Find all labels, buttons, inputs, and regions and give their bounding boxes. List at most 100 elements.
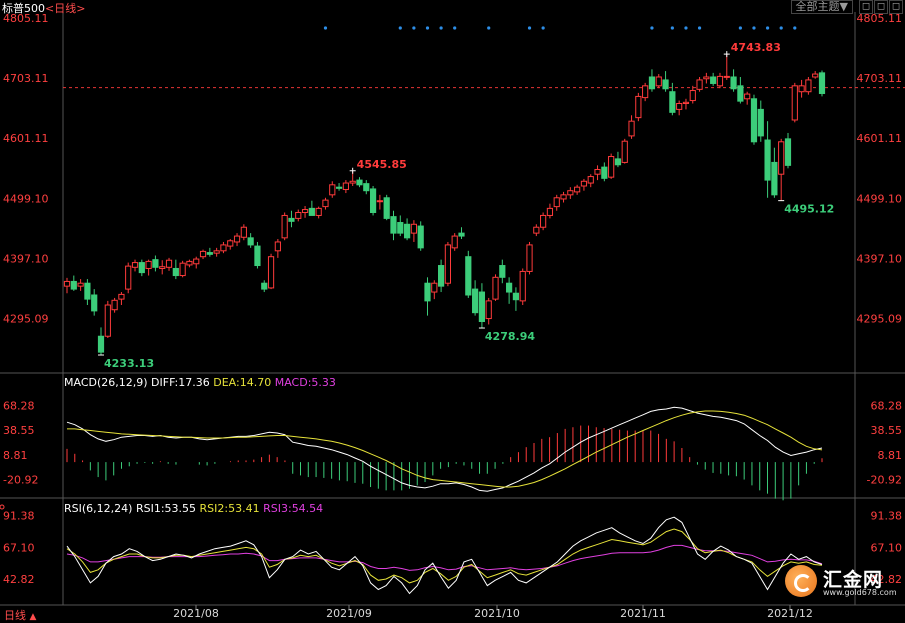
macd-title: MACD(26,12,9) xyxy=(64,376,148,389)
candle-body xyxy=(744,93,751,100)
candle-body xyxy=(125,265,132,290)
macd-legend: MACD(26,12,9) DIFF:17.36 DEA:14.70 MACD:… xyxy=(64,376,336,389)
price-annotation: 4495.12 xyxy=(784,203,834,216)
candlestick-panel: 4805.11 4805.11 4703.11 4703.11 4601.11 4601.… xyxy=(3,12,905,356)
candle-body xyxy=(451,235,458,249)
candle-body xyxy=(608,156,615,178)
candle-body xyxy=(635,95,642,119)
candle-body xyxy=(764,139,771,181)
candle-body xyxy=(465,256,472,296)
macd-legend-name: DIFF: xyxy=(148,376,179,389)
price-tick-left: 4703.11 xyxy=(3,72,49,85)
candle-body xyxy=(220,244,227,252)
candle-body xyxy=(791,85,798,121)
candle-body xyxy=(424,282,431,302)
rsi-legend-value: 53.55 xyxy=(165,502,197,515)
candle-body xyxy=(567,190,574,196)
candle-body xyxy=(499,265,506,278)
price-tick-right: 4499.10 xyxy=(857,192,903,205)
candle-body xyxy=(519,270,526,302)
candle-body xyxy=(342,182,349,191)
x-tick-label: 2021/10 xyxy=(474,607,520,620)
candle-body xyxy=(458,232,465,237)
price-tick-left: 4499.10 xyxy=(3,192,49,205)
period-switch-arrow-icon: ▲ xyxy=(29,612,37,622)
candle-body xyxy=(805,79,812,93)
candle-body xyxy=(492,276,499,300)
panel-marker-icon xyxy=(0,504,5,510)
candle-body xyxy=(179,262,186,277)
signal-dot xyxy=(398,26,402,30)
candle-body xyxy=(111,299,118,311)
signal-dot xyxy=(527,26,532,30)
macd-legend-name: DEA: xyxy=(210,376,240,389)
candle-body xyxy=(199,250,207,258)
candle-body xyxy=(560,194,567,200)
theme-dropdown[interactable]: 全部主题▼ xyxy=(790,0,853,14)
rsi-tick-left: 67.10 xyxy=(3,541,35,554)
candle-body xyxy=(737,85,744,102)
signal-dot xyxy=(684,26,688,30)
price-annotation: 4278.94 xyxy=(485,330,535,343)
candle-body xyxy=(240,226,247,238)
price-annotation: 4545.85 xyxy=(357,158,407,171)
signal-dot xyxy=(752,26,756,30)
macd-panel: 68.28 68.28 38.55 38.55 8.81 8.81 -20.92 -20.92… xyxy=(3,376,903,501)
candle-body xyxy=(267,256,275,289)
price-annotation: 4743.83 xyxy=(731,41,781,54)
window-icon[interactable]: ◻ xyxy=(859,0,873,14)
macd-tick-right: -20.92 xyxy=(867,473,902,486)
candle-body xyxy=(390,216,397,234)
candle-body xyxy=(301,209,309,214)
candle-body xyxy=(437,265,445,287)
candle-body xyxy=(662,79,669,90)
period-label[interactable]: <日线> xyxy=(45,2,86,15)
rsi1-line xyxy=(66,516,823,595)
candle-body xyxy=(193,258,200,265)
signal-dot xyxy=(697,26,702,30)
rsi-legend-name: RSI3: xyxy=(260,502,292,515)
macd-legend-value: 14.70 xyxy=(240,376,272,389)
candle-body xyxy=(546,207,554,216)
rsi-legend-value: 53.41 xyxy=(228,502,260,515)
brand-url: www.gold678.com xyxy=(823,588,897,597)
candle-body xyxy=(587,176,594,184)
signal-dot xyxy=(670,26,674,30)
candle-body xyxy=(363,183,370,192)
macd-legend-value: 17.36 xyxy=(178,376,210,389)
candle-body xyxy=(308,207,315,216)
candle-body xyxy=(512,292,520,301)
candle-body xyxy=(730,76,737,90)
x-axis: 2021/08 2021/09 2021/10 2021/11 2021/12 xyxy=(173,605,813,620)
candle-body xyxy=(478,291,486,323)
candle-body xyxy=(152,259,159,268)
rsi-tick-right: 91.38 xyxy=(871,509,903,522)
price-tick-right: 4805.11 xyxy=(857,12,903,25)
macd-tick-right: 68.28 xyxy=(871,399,903,412)
x-tick-label: 2021/12 xyxy=(767,607,813,620)
symbol-title: 标普500 xyxy=(2,2,45,15)
signal-dot xyxy=(765,26,770,30)
candle-body xyxy=(335,186,343,189)
candle-body xyxy=(553,197,560,208)
signal-dot xyxy=(412,26,416,30)
candle-body xyxy=(506,282,513,293)
candle-body xyxy=(295,212,302,219)
candle-body xyxy=(533,226,540,234)
rsi2-line xyxy=(66,528,823,584)
candle-body xyxy=(682,101,690,104)
candle-body xyxy=(472,288,479,314)
rsi-legend-value: 54.54 xyxy=(292,502,324,515)
signal-dot xyxy=(323,26,328,30)
layout-icon[interactable]: ◻ xyxy=(874,0,888,14)
rsi-tick-right: 42.82 xyxy=(871,573,903,586)
candle-body xyxy=(322,199,329,208)
settings-icon[interactable]: ◻ xyxy=(889,0,903,14)
candle-body xyxy=(601,166,608,179)
period-switch[interactable]: 日线 ▲ xyxy=(4,607,36,623)
rsi-legend: RSI(6,12,24) RSI1:53.55 RSI2:53.41 RSI3:… xyxy=(64,502,323,515)
candle-body xyxy=(397,222,404,234)
macd-tick-right: 38.55 xyxy=(871,424,903,437)
price-tick-left: 4295.09 xyxy=(3,313,49,326)
candle-body xyxy=(159,266,166,269)
